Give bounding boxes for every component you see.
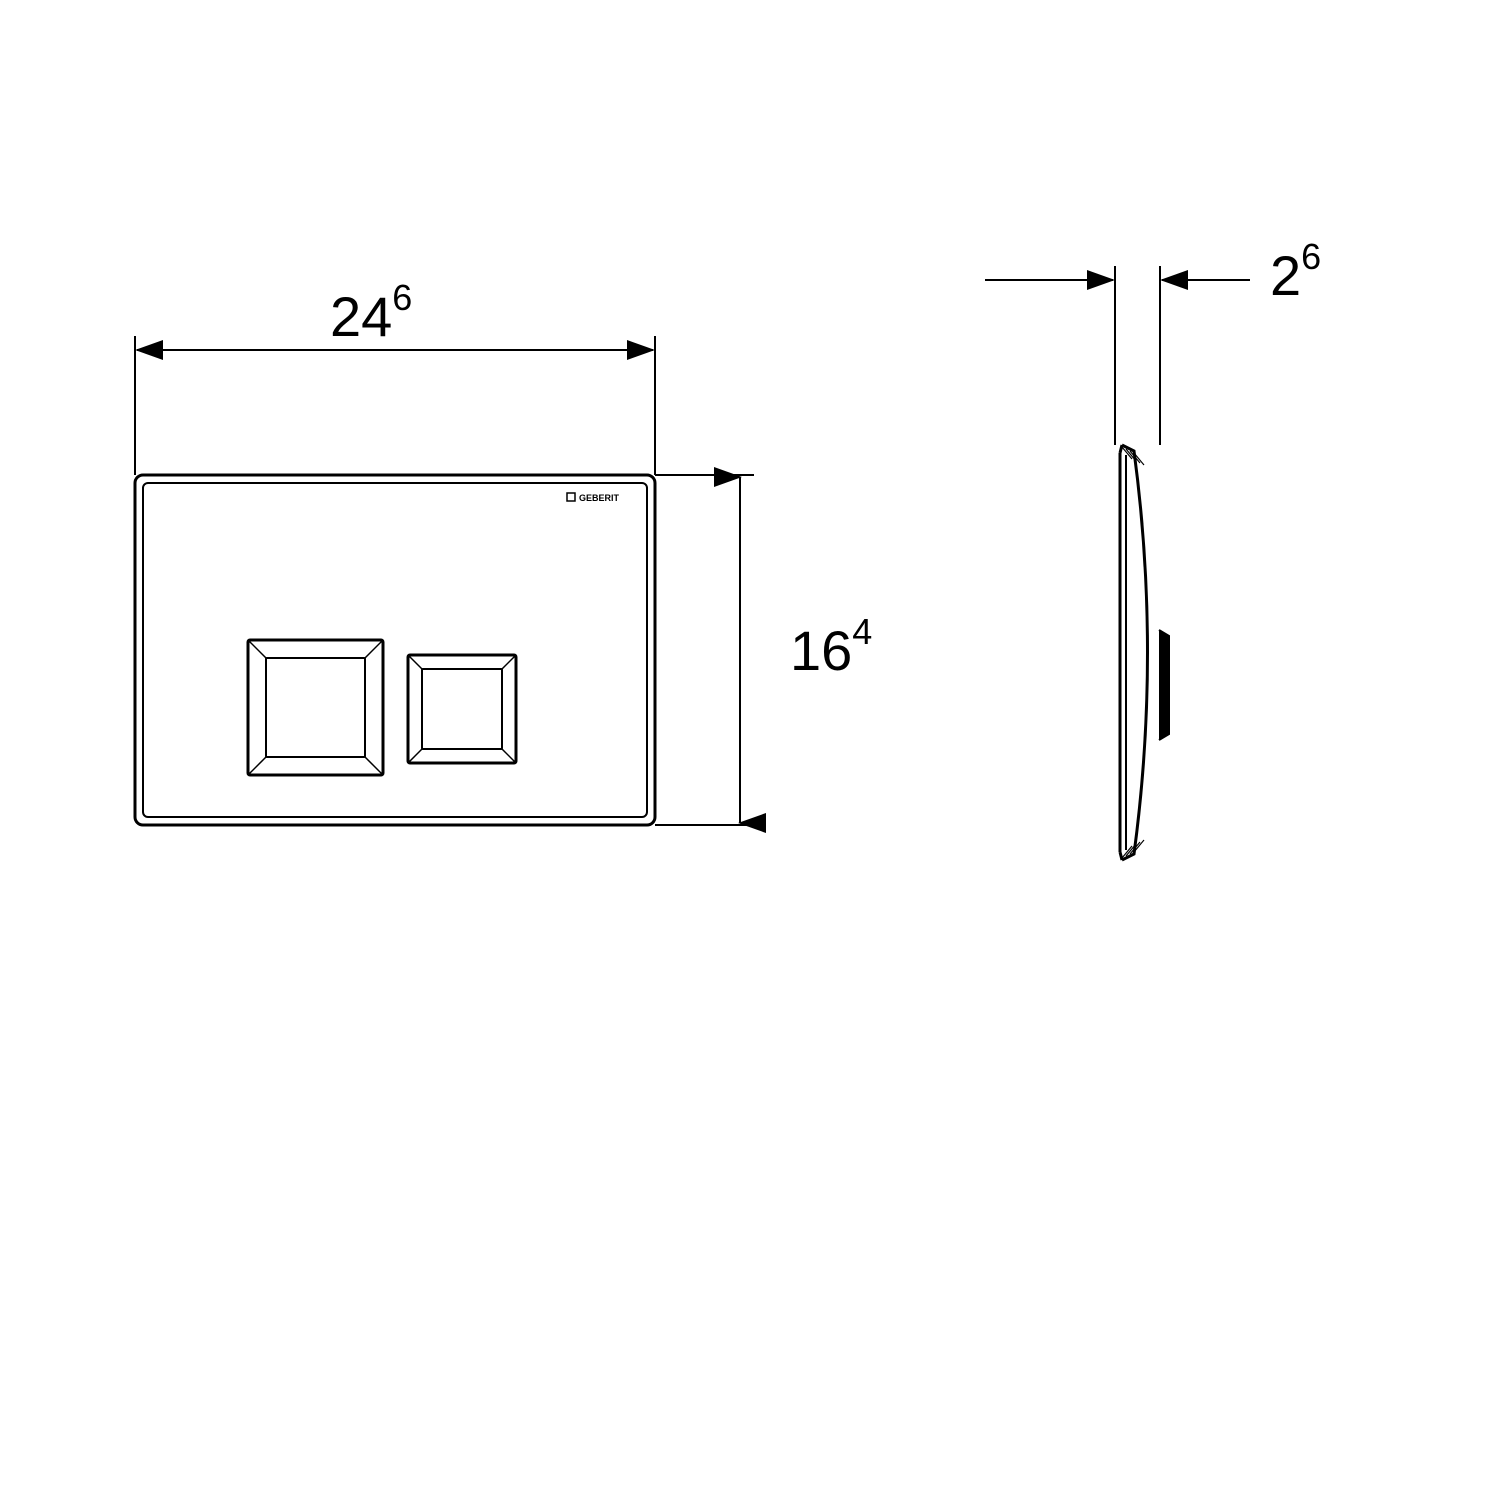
brand-label: GEBERIT xyxy=(579,493,620,503)
front-plate-outer xyxy=(135,475,655,825)
technical-drawing: GEBERIT 246 164 26 xyxy=(0,0,1500,1500)
dim-height-label: 164 xyxy=(790,611,872,682)
dim-width-label: 246 xyxy=(330,277,412,348)
flush-button-large-inner xyxy=(266,658,365,757)
flush-button-small-outer xyxy=(408,655,516,763)
side-button-nub xyxy=(1159,630,1169,740)
front-plate-inner xyxy=(143,483,647,817)
flush-button-small-inner xyxy=(422,669,502,749)
flush-button-large-outer xyxy=(248,640,383,775)
dim-depth-label: 26 xyxy=(1270,236,1321,307)
brand-icon xyxy=(567,493,575,501)
